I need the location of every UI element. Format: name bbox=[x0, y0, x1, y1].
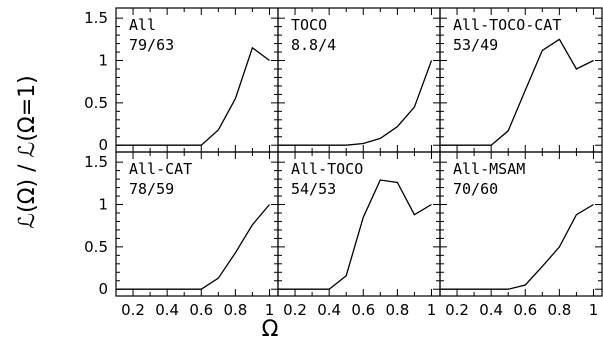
panel-5: 0.2 0.4 0.6 0.8 1 All-TOCO 54/53 bbox=[277, 151, 441, 319]
panel-2: TOCO 8.8/4 bbox=[277, 7, 441, 153]
y-tick-label: 1 bbox=[98, 52, 108, 70]
x-tick-label: 0.6 bbox=[513, 301, 537, 319]
series-line bbox=[278, 179, 432, 290]
panel-title: TOCO bbox=[291, 16, 327, 34]
x-tick-label: 0.8 bbox=[223, 301, 247, 319]
y-tick-label: 1.5 bbox=[84, 153, 108, 171]
x-tick-label: 0.6 bbox=[189, 301, 213, 319]
series-line bbox=[116, 204, 270, 290]
y-axis-label: ℒ(Ω) / ℒ(Ω=1) bbox=[15, 75, 40, 228]
series-line bbox=[440, 38, 594, 146]
x-tick-label: 0.4 bbox=[155, 301, 179, 319]
series-line bbox=[116, 46, 270, 146]
panel-annotation: 54/53 bbox=[291, 180, 336, 198]
panel-3: All-TOCO-CAT 53/49 bbox=[439, 7, 603, 153]
x-tick-label: 1 bbox=[427, 301, 437, 319]
x-tick-label: 0.8 bbox=[385, 301, 409, 319]
panel-annotation: 53/49 bbox=[453, 36, 498, 54]
y-tick-label: 0.5 bbox=[84, 238, 108, 256]
y-tick-label: 0 bbox=[98, 280, 108, 298]
y-tick-label: 1.5 bbox=[84, 9, 108, 27]
x-tick-label: 0.4 bbox=[479, 301, 503, 319]
panel-title: All-TOCO bbox=[291, 160, 363, 178]
x-tick-label: 0.4 bbox=[317, 301, 341, 319]
panel-6: 0.2 0.4 0.6 0.8 1 All-MSAM 70/60 bbox=[439, 151, 603, 319]
panel-frame bbox=[439, 151, 603, 297]
panel-title: All-TOCO-CAT bbox=[453, 16, 561, 34]
panel-annotation: 79/63 bbox=[129, 36, 174, 54]
x-tick-label: 0.2 bbox=[283, 301, 307, 319]
panel-annotation: 8.8/4 bbox=[291, 36, 336, 54]
panel-annotation: 78/59 bbox=[129, 180, 174, 198]
x-axis-label: Ω bbox=[262, 317, 279, 342]
series-line bbox=[440, 203, 594, 290]
panel-title: All-MSAM bbox=[453, 160, 525, 178]
y-tick-label: 0 bbox=[98, 136, 108, 154]
panel-title: All bbox=[129, 16, 156, 34]
series-line bbox=[278, 60, 433, 146]
x-tick-label: 0.8 bbox=[547, 301, 571, 319]
x-tick-label: 1 bbox=[265, 301, 275, 319]
x-tick-label: 0.2 bbox=[445, 301, 469, 319]
panel-4: 0 0.5 1 1.5 0.2 0.4 0.6 0.8 1 All-CAT 78/59 bbox=[84, 151, 279, 319]
x-tick-label: 1 bbox=[589, 301, 599, 319]
y-tick-label: 0.5 bbox=[84, 94, 108, 112]
y-tick-label: 1 bbox=[98, 196, 108, 214]
x-tick-label: 0.6 bbox=[351, 301, 375, 319]
panel-title: All-CAT bbox=[129, 160, 192, 178]
panel-1: 0 0.5 1 1.5 All 79/63 bbox=[84, 7, 279, 154]
panels-grid: 0 0.5 1 1.5 All 79/63 TOCO 8.8/4 All-TOCO-CAT 53/… bbox=[84, 7, 603, 319]
panel-annotation: 70/60 bbox=[453, 180, 498, 198]
x-tick-label: 0.2 bbox=[121, 301, 145, 319]
